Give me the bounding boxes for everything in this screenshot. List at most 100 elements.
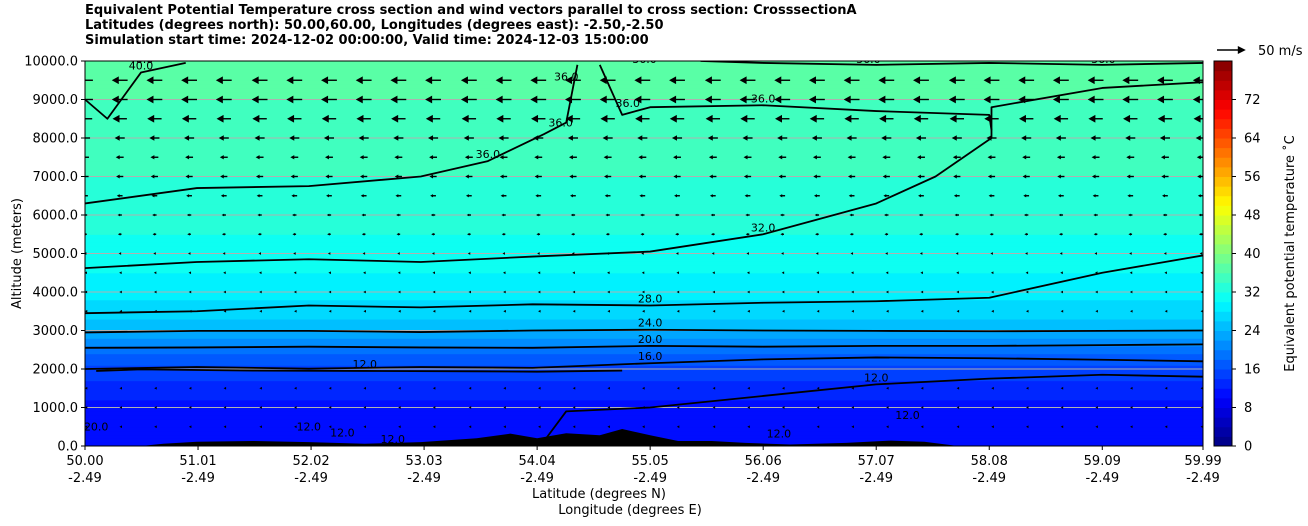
wind-arrow-head — [390, 76, 398, 85]
wind-arrow-head — [708, 155, 713, 160]
wind-arrow-head — [1025, 406, 1029, 409]
field-band — [85, 369, 1203, 374]
x-tick-label-lon: -2.49 — [520, 471, 554, 486]
wind-arrow-head — [988, 194, 992, 198]
wind-arrow-head — [181, 114, 189, 123]
wind-arrow-head — [948, 76, 956, 85]
contour-label: 36.0 — [554, 70, 579, 83]
colorbar-bin — [1214, 224, 1232, 235]
wind-arrow-head — [1199, 252, 1203, 255]
wind-arrow-head — [572, 425, 576, 429]
wind-arrow-head — [1130, 425, 1133, 429]
wind-arrow-head — [290, 155, 295, 160]
field-band — [85, 91, 1203, 97]
wind-arrow-head — [781, 271, 785, 275]
colorbar-bin — [1214, 369, 1232, 380]
colorbar-tick-label: 16 — [1244, 363, 1261, 378]
wind-arrow-head — [216, 114, 224, 123]
wind-arrow-head — [536, 213, 539, 217]
wind-arrow-head — [675, 232, 678, 236]
wind-arrow-head — [639, 194, 643, 198]
contour-label: 36.0 — [751, 92, 776, 105]
wind-arrow-head — [983, 76, 991, 85]
wind-arrow-head — [221, 232, 225, 236]
wind-arrow-head — [885, 290, 889, 294]
colorbar-label: Equivalent potential temperature ˚C — [1282, 135, 1298, 371]
wind-arrow-head — [600, 114, 608, 123]
wind-arrow-head — [638, 155, 643, 160]
wind-arrow-head — [1123, 114, 1131, 123]
wind-arrow-head — [503, 271, 506, 275]
wind-arrow-head — [1164, 271, 1167, 275]
field-band — [85, 118, 1203, 124]
wind-arrow-head — [1018, 76, 1026, 85]
wind-arrow-head — [1088, 114, 1096, 123]
field-band — [85, 284, 1203, 289]
wind-arrow-head — [1130, 406, 1133, 409]
wind-arrow-head — [432, 290, 436, 294]
wind-arrow-head — [956, 271, 959, 275]
field-band — [85, 268, 1203, 274]
field-band — [85, 126, 1203, 131]
wind-arrow-head — [396, 232, 400, 236]
field-band — [85, 372, 1203, 378]
wind-arrow-head — [991, 406, 994, 409]
wind-arrow-head — [778, 155, 783, 160]
wind-arrow-head — [1162, 194, 1165, 198]
wind-arrow-head — [951, 135, 957, 141]
wind-arrow-head — [780, 213, 783, 217]
wind-arrow-head — [745, 232, 749, 236]
field-band — [85, 207, 1203, 212]
wind-arrow-head — [154, 425, 157, 429]
colorbar-bin — [1214, 407, 1232, 418]
wind-arrow-head — [1197, 194, 1201, 198]
wind-arrow-head — [1025, 252, 1028, 255]
wind-arrow-head — [290, 174, 295, 179]
wind-arrow-head — [501, 232, 505, 236]
wind-arrow-head — [1055, 135, 1061, 141]
wind-arrow-head — [503, 386, 506, 390]
colorbar-bin — [1214, 234, 1232, 245]
contour-label: 12.0 — [864, 371, 889, 384]
wind-arrow-head — [1018, 95, 1026, 104]
wind-arrow-head — [114, 135, 120, 141]
wind-arrow-head — [1157, 76, 1165, 85]
wind-arrow-head — [565, 76, 573, 85]
field-band — [85, 64, 1203, 70]
colorbar-tick-label: 32 — [1244, 286, 1261, 301]
field-band — [85, 392, 1203, 397]
colorbar-bin — [1214, 263, 1232, 274]
wind-arrow-head — [1095, 290, 1098, 294]
wind-arrow-head — [712, 425, 716, 429]
wind-arrow-head — [327, 252, 331, 255]
wind-arrow-head — [425, 114, 433, 123]
x-tick-label-lat: 54.04 — [519, 454, 556, 469]
wind-arrow-head — [843, 76, 851, 85]
field-band — [85, 195, 1203, 201]
wind-arrow-head — [537, 271, 541, 275]
wind-arrow-head — [808, 76, 816, 85]
wind-arrow-head — [363, 386, 366, 390]
wind-arrow-head — [255, 155, 260, 160]
x-tick-label-lon: -2.49 — [68, 471, 102, 486]
wind-arrow-head — [710, 213, 714, 217]
colorbar-bin — [1214, 426, 1232, 437]
wind-arrow-head — [287, 114, 295, 123]
wind-arrow-head — [294, 386, 297, 390]
wind-arrow-head — [359, 155, 364, 160]
contour-label: 40.0 — [129, 60, 154, 73]
wind-arrow-head — [398, 425, 401, 429]
wind-arrow-head — [1163, 232, 1166, 236]
wind-arrow-head — [432, 309, 436, 313]
wind-arrow-head — [215, 95, 223, 104]
colorbar-bin — [1214, 378, 1232, 389]
colorbar-bin — [1214, 243, 1232, 254]
field-band — [85, 153, 1203, 158]
field-band — [85, 191, 1203, 197]
wind-arrow-head — [503, 406, 506, 409]
field-band — [85, 365, 1203, 370]
wind-arrow-head — [293, 271, 297, 275]
colorbar: 0 8 16 24 32 40 48 56 64 72 Equivalent potential t… — [1213, 60, 1298, 455]
wind-arrow-head — [258, 252, 262, 255]
wind-arrow-head — [187, 252, 191, 255]
